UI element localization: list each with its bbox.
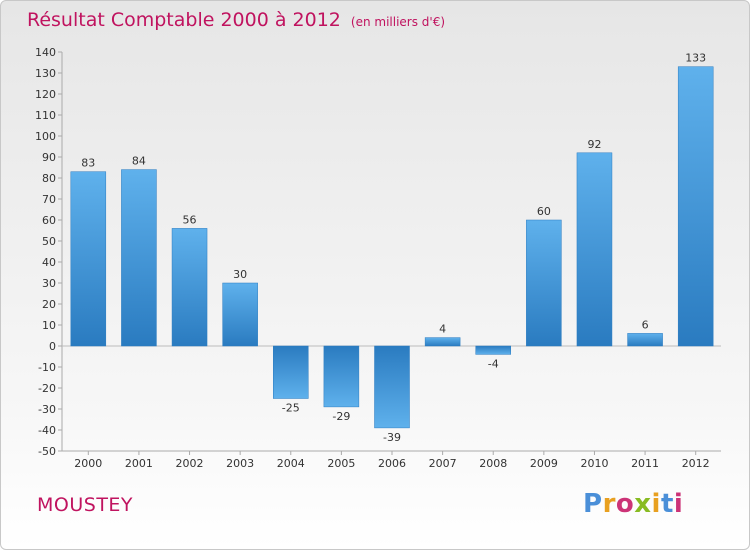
bar-2006 <box>374 345 410 429</box>
chart-title: Résultat Comptable 2000 à 2012 (en millie… <box>27 9 445 31</box>
axes: -50 -40 -30 -20 -10 0 10 20 30 40 50 60 70 80 90 100 110… <box>35 46 721 470</box>
y-tick-label: -20 <box>38 382 56 395</box>
y-tick-label: 100 <box>35 130 56 143</box>
bar-2000 <box>70 171 107 347</box>
data-label-2006: -39 <box>383 431 401 444</box>
bar-2005 <box>323 345 360 408</box>
x-tick-label: 2001 <box>125 457 153 470</box>
y-tick-label: 10 <box>42 319 56 332</box>
x-tick-label: 2010 <box>580 457 608 470</box>
x-tick-label: 2012 <box>682 457 710 470</box>
bar-2009 <box>526 219 562 347</box>
y-tick-label: -50 <box>38 445 56 458</box>
x-tick-label: 2008 <box>479 457 507 470</box>
x-tick-label: 2011 <box>631 457 659 470</box>
bar-2001 <box>121 169 157 347</box>
bars <box>70 66 714 429</box>
x-tick-label: 2002 <box>176 457 204 470</box>
y-tick-label: 80 <box>42 172 56 185</box>
bar-2004 <box>273 345 309 399</box>
brand-letter: i <box>673 489 684 519</box>
bar-2012 <box>677 66 714 347</box>
chart-subtitle: (en milliers d'€) <box>350 15 446 29</box>
data-label-2012: 133 <box>685 52 706 65</box>
data-label-2010: 92 <box>587 138 601 151</box>
data-label-2004: -25 <box>282 402 300 415</box>
brand-letter: i <box>651 489 661 519</box>
x-tick-label: 2000 <box>74 457 102 470</box>
proxiti-logo: Proxiti <box>583 489 683 519</box>
brand-letter: r <box>602 489 616 519</box>
y-tick-label: 60 <box>42 214 56 227</box>
y-tick-label: 30 <box>42 277 56 290</box>
x-tick-label: 2007 <box>429 457 457 470</box>
bar-2002 <box>171 228 208 347</box>
y-tick-label: 20 <box>42 298 56 311</box>
y-tick-label: 120 <box>35 88 56 101</box>
data-label-2005: -29 <box>332 410 350 423</box>
bar-chart: -50 -40 -30 -20 -10 0 10 20 30 40 50 60 70 80 90 100 110… <box>35 46 721 470</box>
y-tick-label: 110 <box>35 109 56 122</box>
y-tick-label: 40 <box>42 256 56 269</box>
x-tick-label: 2009 <box>530 457 558 470</box>
bar-2007 <box>424 337 461 347</box>
x-tick-label: 2004 <box>277 457 305 470</box>
bar-2003 <box>222 282 258 347</box>
data-label-2003: 30 <box>233 268 247 281</box>
data-label-2001: 84 <box>132 155 146 168</box>
bar-2008 <box>475 345 511 355</box>
data-label-2009: 60 <box>537 205 551 218</box>
brand-letter: t <box>660 489 674 519</box>
bar-2010 <box>576 152 613 347</box>
data-labels: 83 84 56 30 -25 -29 -39 4 -4 60 92 6 133 <box>81 52 706 444</box>
x-tick-label: 2003 <box>226 457 254 470</box>
x-tick-label: 2005 <box>327 457 355 470</box>
data-label-2002: 56 <box>183 213 197 226</box>
y-tick-label: 50 <box>42 235 56 248</box>
commune-name: MOUSTEY <box>37 494 134 516</box>
y-tick-label: 70 <box>42 193 56 206</box>
brand-letter: o <box>615 489 635 519</box>
y-tick-label: -30 <box>38 403 56 416</box>
data-label-2011: 6 <box>642 318 649 331</box>
y-tick-label: 90 <box>42 151 56 164</box>
y-tick-label: 0 <box>49 340 56 353</box>
brand-letter: x <box>634 489 652 519</box>
y-tick-label: -10 <box>38 361 56 374</box>
y-tick-label: -40 <box>38 424 56 437</box>
brand-letter: P <box>583 489 603 519</box>
y-tick-label: 130 <box>35 67 56 80</box>
data-label-2008: -4 <box>488 357 499 370</box>
y-tick-label: 140 <box>35 46 56 59</box>
data-label-2000: 83 <box>81 157 95 170</box>
bar-2011 <box>627 333 663 347</box>
data-label-2007: 4 <box>439 323 446 336</box>
chart-title-text: Résultat Comptable 2000 à 2012 <box>27 9 341 31</box>
x-tick-label: 2006 <box>378 457 406 470</box>
